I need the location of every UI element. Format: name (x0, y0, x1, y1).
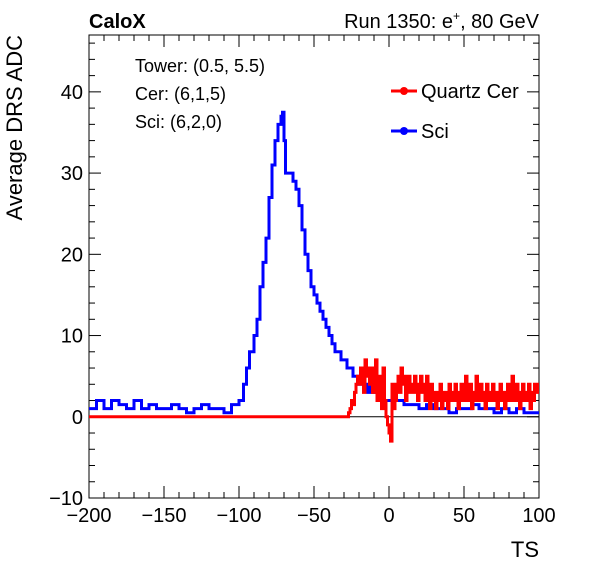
x-tick-label: 100 (522, 505, 555, 527)
series-line-sci (89, 110, 539, 415)
y-tick-label: 10 (61, 326, 83, 348)
info-cer: Cer: (6,1,5) (135, 84, 226, 104)
y-axis-title: Average DRS ADC (2, 35, 27, 221)
run-suffix: , 80 GeV (460, 11, 540, 33)
x-tick-label: −100 (216, 505, 261, 527)
x-tick-label: −150 (141, 505, 186, 527)
series-layer (89, 110, 539, 443)
y-tick-label: 0 (72, 407, 83, 429)
series-line-quartz-cer (89, 358, 539, 443)
info-tower: Tower: (0.5, 5.5) (135, 56, 265, 76)
run-sup: + (453, 9, 460, 23)
x-tick-label: −200 (66, 505, 111, 527)
x-tick-label: −50 (297, 505, 331, 527)
run-prefix: Run 1350: e (344, 11, 453, 33)
legend-label-quartz-cer: Quartz Cer (421, 81, 519, 103)
x-axis-title: TS (511, 537, 539, 562)
run-label: Run 1350: e+, 80 GeV (344, 9, 540, 33)
axis-ticks (88, 35, 540, 499)
x-tick-label: 50 (453, 505, 475, 527)
y-tick-label: 40 (61, 82, 83, 104)
legend-marker-sci (400, 127, 408, 135)
legend: Quartz Cer Sci (391, 81, 519, 143)
calox-label: CaloX (89, 11, 146, 33)
x-tick-label: 0 (383, 505, 394, 527)
y-tick-label: 30 (61, 163, 83, 185)
y-tick-label: −10 (49, 488, 83, 510)
plot-frame (88, 34, 540, 499)
legend-marker-quartz-cer (400, 87, 408, 95)
info-sci: Sci: (6,2,0) (135, 112, 222, 132)
y-tick-label: 20 (61, 244, 83, 266)
legend-label-sci: Sci (421, 121, 449, 143)
